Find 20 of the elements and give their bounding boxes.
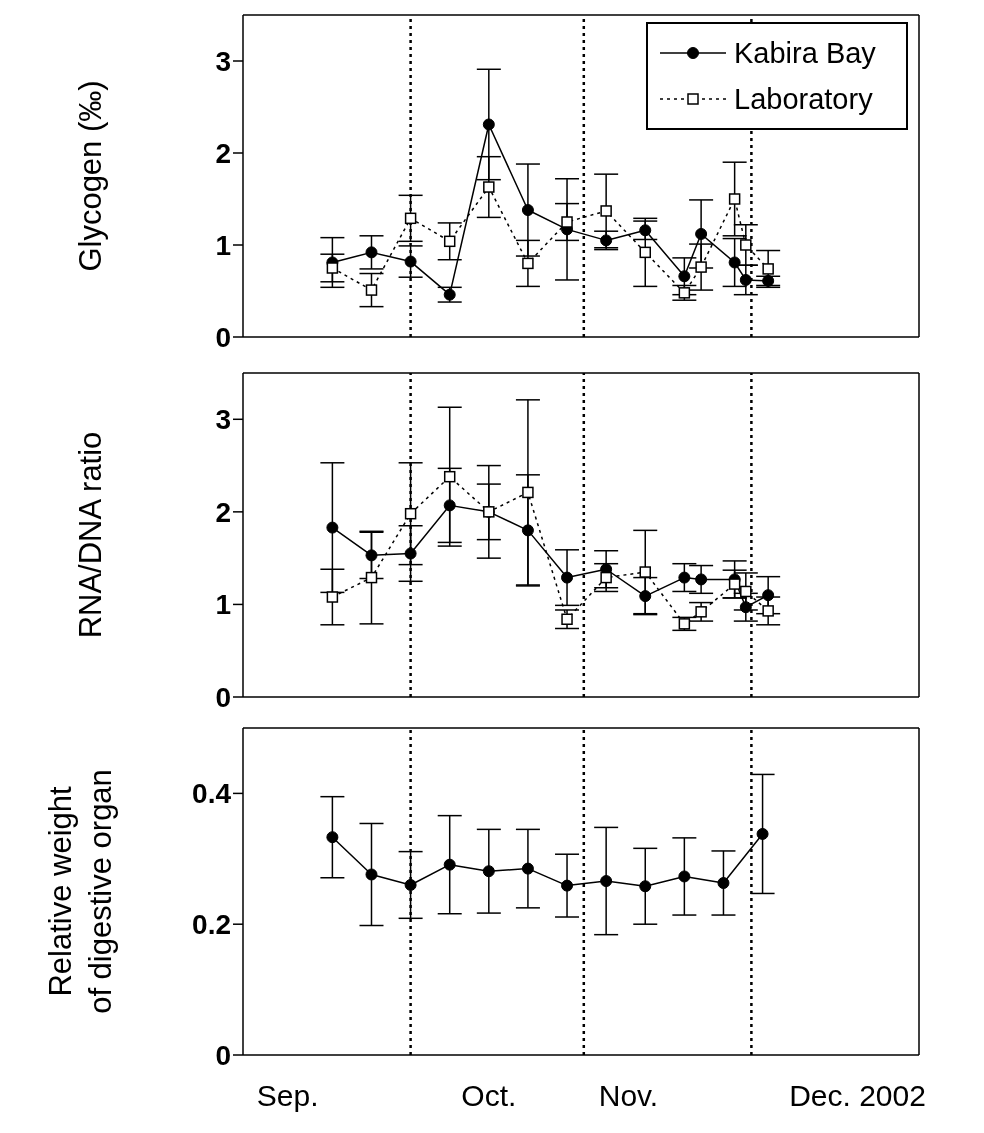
legend-label: Kabira Bay (734, 36, 876, 70)
y-tick-label: 0 (215, 681, 231, 713)
y-tick-label: 3 (215, 45, 231, 77)
y-tick-label: 2 (215, 496, 231, 528)
y-tick-label: 0 (215, 321, 231, 353)
x-tick-label: Oct. (461, 1079, 517, 1113)
x-tick-label: Nov. (598, 1079, 659, 1113)
y-tick-label: 2 (215, 137, 231, 169)
y-tick-label: 1 (215, 589, 231, 621)
legend-label: Laboratory (734, 82, 873, 116)
y-axis-title: RNA/DNA ratio (72, 431, 108, 639)
y-axis-title: Relative weight of digestive organ (42, 769, 118, 1014)
y-tick-label: 0 (215, 1039, 231, 1071)
x-tick-label: Dec. 2002 (789, 1079, 926, 1113)
x-tick-label: Sep. (256, 1079, 319, 1113)
y-tick-label: 0.2 (192, 909, 231, 941)
y-axis-title: Glycogen (‰) (72, 80, 108, 272)
y-tick-label: 0.4 (192, 778, 232, 810)
y-tick-label: 1 (215, 229, 231, 261)
y-tick-label: 3 (215, 404, 231, 436)
